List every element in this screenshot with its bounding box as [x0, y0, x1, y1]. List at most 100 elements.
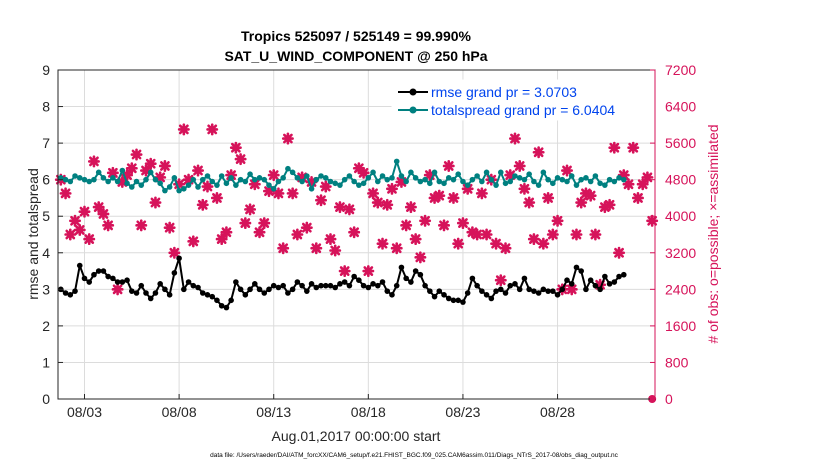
- rmse-point: [242, 292, 249, 298]
- totalspread-point: [611, 178, 618, 185]
- obs-assimilated-point: [523, 196, 536, 209]
- rmse-point: [181, 286, 187, 293]
- obs-assimilated-point: [168, 246, 181, 259]
- obs-assimilated-point: [158, 159, 171, 172]
- rmse-point: [583, 286, 589, 293]
- totalspread-point: [308, 186, 315, 192]
- totalspread-point: [455, 171, 462, 177]
- obs-assimilated-point: [192, 164, 205, 177]
- y-axis-label-right: # of obs: o=possible; ×=assimilated: [705, 124, 721, 343]
- obs-assimilated-point: [277, 242, 290, 255]
- y-right-tick-label: 0: [665, 391, 673, 407]
- obs-assimilated-point: [447, 191, 460, 204]
- totalspread-point: [313, 176, 320, 183]
- obs-assimilated-point: [59, 187, 72, 200]
- totalspread-point: [620, 176, 627, 183]
- y-left-tick-label: 6: [42, 172, 50, 188]
- rmse-point: [124, 277, 130, 283]
- totalspread-point: [218, 173, 225, 179]
- rmse-point: [72, 288, 78, 294]
- rmse-point: [559, 286, 566, 293]
- obs-assimilated-point: [622, 178, 635, 191]
- y-right-tick-label: 6400: [665, 99, 696, 115]
- chart-title-line2: SAT_U_WIND_COMPONENT @ 250 hPa: [224, 48, 487, 64]
- rmse-point: [393, 282, 400, 289]
- totalspread-point: [436, 178, 443, 185]
- obs-assimilated-point: [594, 278, 607, 291]
- obs-assimilated-point: [400, 219, 413, 232]
- rmse-point: [497, 286, 504, 293]
- y-left-tick-label: 9: [42, 62, 50, 78]
- rmse-point: [308, 281, 315, 287]
- totalspread-point: [521, 176, 528, 183]
- totalspread-point: [422, 176, 428, 183]
- obs-assimilated-point: [428, 191, 441, 204]
- totalspread-point: [128, 184, 135, 190]
- totalspread-point: [360, 180, 367, 187]
- totalspread-point: [464, 182, 471, 188]
- rmse-point: [370, 281, 376, 287]
- obs-assimilated-point: [452, 237, 465, 250]
- rmse-point: [445, 295, 452, 302]
- rmse-point: [209, 293, 216, 300]
- legend-rmse-label: rmse grand pr = 3.0703: [431, 84, 577, 100]
- totalspread-point: [568, 173, 575, 179]
- obs-assimilated-point: [608, 141, 621, 154]
- obs-assimilated-point: [248, 178, 261, 191]
- totalspread-point: [483, 169, 490, 176]
- y-left-tick-label: 3: [42, 281, 50, 297]
- obs-assimilated-point: [83, 233, 96, 246]
- totalspread-point: [403, 178, 409, 185]
- obs-assimilated-point: [333, 201, 346, 214]
- obs-assimilated-point: [135, 219, 148, 232]
- obs-assimilated-point: [329, 244, 342, 257]
- totalspread-point: [299, 178, 305, 185]
- legend: rmse grand pr = 3.0703 totalspread grand…: [391, 79, 655, 121]
- obs-assimilated-point: [414, 251, 427, 264]
- y-right-tick-label: 4800: [665, 172, 696, 188]
- obs-assimilated-point: [570, 228, 583, 241]
- totalspread-point: [597, 180, 603, 187]
- totalspread-point: [162, 187, 168, 194]
- rmse-point: [143, 290, 149, 296]
- totalspread-point: [370, 169, 376, 176]
- y-right-tick-label: 2400: [665, 281, 696, 297]
- obs-assimilated-point: [575, 196, 588, 209]
- totalspread-point: [559, 176, 566, 183]
- rmse-point: [521, 275, 528, 282]
- rmse-point: [460, 299, 466, 305]
- rmse-point: [512, 281, 518, 287]
- rmse-point: [223, 304, 230, 311]
- totalspread-point: [171, 175, 178, 181]
- totalspread-point: [351, 178, 357, 185]
- totalspread-point: [460, 178, 466, 185]
- obs-assimilated-point: [324, 233, 337, 246]
- totalspread-point: [535, 182, 542, 188]
- totalspread-point: [587, 178, 594, 185]
- totalspread-point: [119, 167, 126, 174]
- x-tick-label: 08/08: [162, 404, 197, 420]
- totalspread-point: [275, 178, 282, 185]
- rmse-point: [436, 288, 443, 294]
- obs-assimilated-point: [187, 235, 200, 248]
- obs-assimilated-point: [87, 155, 100, 168]
- totalspread-point: [294, 175, 301, 181]
- obs-assimilated-point: [229, 141, 242, 154]
- obs-assimilated-point: [286, 187, 299, 200]
- obs-assimilated-point: [367, 187, 380, 200]
- legend-spread-marker: [409, 106, 417, 114]
- rmse-point: [360, 282, 367, 289]
- obs-assimilated-point: [646, 214, 659, 227]
- rmse-point: [422, 282, 428, 289]
- obs-assimilated-point: [518, 182, 531, 195]
- y-right-tick-label: 1600: [665, 318, 696, 334]
- rmse-point: [474, 282, 480, 289]
- obs-assimilated-point: [106, 166, 119, 179]
- totalspread-point: [417, 178, 424, 185]
- totalspread-point: [516, 175, 523, 181]
- rmse-point: [313, 284, 320, 291]
- totalspread-point: [507, 178, 514, 185]
- y-left-tick-label: 4: [42, 245, 50, 261]
- rmse-point: [374, 282, 381, 289]
- legend-box: [391, 79, 655, 121]
